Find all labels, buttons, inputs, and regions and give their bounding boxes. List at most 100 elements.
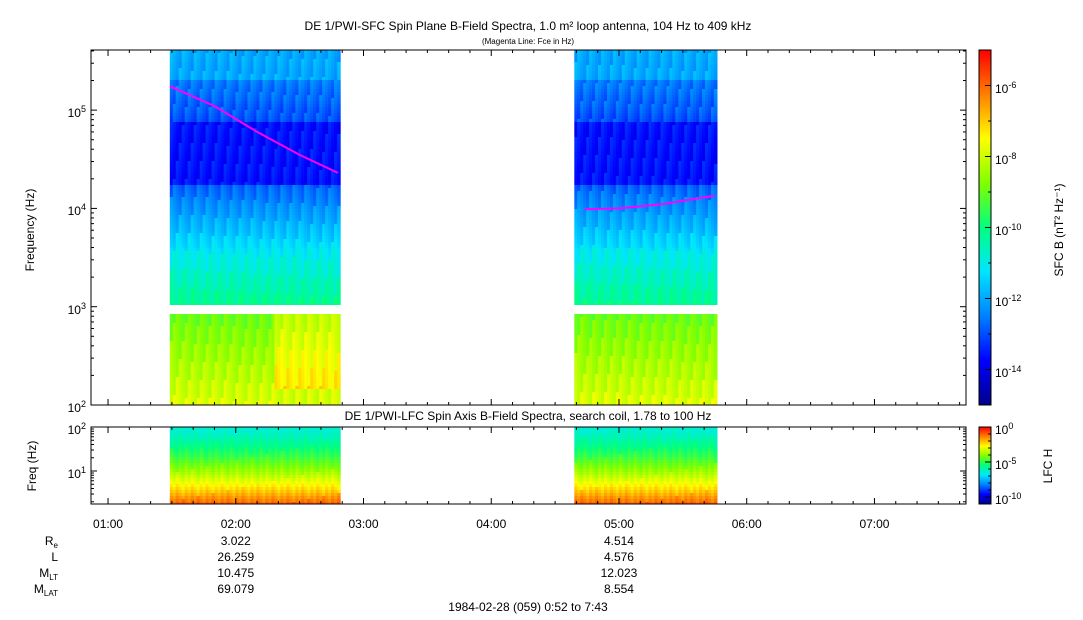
- sfc-cell: [214, 320, 219, 323]
- sfc-cell: [169, 176, 174, 179]
- sfc-cell: [193, 104, 198, 107]
- sfc-cell: [172, 275, 177, 278]
- sfc-cell: [226, 401, 231, 404]
- sfc-cell: [226, 398, 231, 401]
- sfc-cell: [217, 236, 222, 239]
- sfc-cell: [169, 104, 174, 107]
- sfc-cell: [220, 395, 225, 398]
- sfc-cell: [211, 101, 216, 104]
- sfc-cell: [181, 155, 186, 158]
- sfc-cell: [184, 191, 189, 194]
- sfc-cell: [226, 140, 231, 143]
- sfc-cell: [178, 140, 183, 143]
- sfc-cell: [211, 224, 216, 227]
- sfc-cell: [169, 227, 174, 230]
- sfc-cell: [193, 242, 198, 245]
- sfc-cell: [226, 89, 231, 92]
- sfc-cell: [187, 83, 192, 86]
- sfc-cell: [193, 146, 198, 149]
- sfc-cell: [226, 317, 231, 320]
- sfc-cell: [211, 95, 216, 98]
- sfc-cell: [193, 230, 198, 233]
- sfc-cell: [187, 365, 192, 368]
- sfc-cell: [187, 341, 192, 344]
- sfc-cell: [190, 89, 195, 92]
- sfc-cell: [214, 59, 219, 62]
- sfc-cell: [226, 164, 231, 167]
- sfc-cell: [169, 203, 174, 206]
- sfc-cell: [184, 50, 189, 53]
- sfc-cell: [223, 269, 228, 272]
- sfc-cell: [199, 236, 204, 239]
- sfc-cell: [169, 287, 174, 290]
- sfc-cell: [196, 389, 201, 392]
- sfc-cell: [220, 194, 225, 197]
- sfc-cell: [172, 77, 177, 80]
- sfc-cell: [172, 83, 177, 86]
- sfc-cell: [199, 299, 204, 302]
- sfc-cell: [190, 98, 195, 101]
- sfc-cell: [205, 161, 210, 164]
- sfc-cell: [169, 329, 174, 332]
- sfc-cell: [205, 260, 210, 263]
- sfc-cell: [178, 278, 183, 281]
- sfc-cell: [202, 56, 207, 59]
- sfc-cell: [190, 338, 195, 341]
- sfc-cell: [196, 326, 201, 329]
- sfc-cell: [220, 203, 225, 206]
- sfc-cell: [199, 368, 204, 371]
- sfc-cell: [226, 272, 231, 275]
- sfc-cell: [181, 293, 186, 296]
- sfc-cell: [226, 182, 231, 185]
- sfc-cell: [181, 401, 186, 404]
- sfc-cell: [223, 257, 228, 260]
- sfc-cell: [187, 110, 192, 113]
- sfc-cell: [190, 164, 195, 167]
- sfc-cell: [211, 209, 216, 212]
- chart-title: DE 1/PWI-SFC Spin Plane B-Field Spectra,…: [304, 19, 752, 33]
- sfc-cell: [199, 359, 204, 362]
- sfc-cell: [217, 83, 222, 86]
- sfc-cell: [181, 101, 186, 104]
- sfc-cell: [199, 248, 204, 251]
- sfc-cell: [193, 299, 198, 302]
- sfc-cell: [184, 377, 189, 380]
- sfc-cell: [217, 332, 222, 335]
- sfc-cell: [205, 149, 210, 152]
- sfc-cell: [199, 344, 204, 347]
- sfc-cell: [187, 185, 192, 188]
- sfc-cell: [172, 338, 177, 341]
- sfc-cell: [226, 137, 231, 140]
- sfc-cell: [202, 59, 207, 62]
- sfc-cell: [205, 242, 210, 245]
- sfc-cell: [211, 50, 216, 53]
- sfc-cell: [205, 164, 210, 167]
- sfc-cell: [205, 65, 210, 68]
- sfc-cell: [217, 224, 222, 227]
- sfc-cell: [172, 170, 177, 173]
- sfc-cell: [178, 107, 183, 110]
- sfc-cell: [175, 134, 180, 137]
- sfc-cell: [214, 113, 219, 116]
- sfc-cell: [184, 299, 189, 302]
- sfc-cell: [199, 197, 204, 200]
- sfc-cell: [214, 65, 219, 68]
- sfc-cell: [208, 218, 213, 221]
- sfc-cell: [175, 86, 180, 89]
- sfc-cell: [202, 374, 207, 377]
- sfc-cell: [226, 125, 231, 128]
- sfc-cell: [202, 257, 207, 260]
- sfc-cell: [181, 149, 186, 152]
- sfc-cell: [199, 212, 204, 215]
- sfc-cell: [184, 335, 189, 338]
- sfc-cell: [208, 119, 213, 122]
- sfc-cell: [181, 107, 186, 110]
- sfc-cell: [190, 260, 195, 263]
- sfc-cell: [226, 119, 231, 122]
- sfc-cell: [178, 386, 183, 389]
- sfc-cell: [169, 362, 174, 365]
- sfc-cell: [226, 83, 231, 86]
- sfc-cell: [202, 110, 207, 113]
- sfc-cell: [211, 245, 216, 248]
- sfc-cell: [175, 146, 180, 149]
